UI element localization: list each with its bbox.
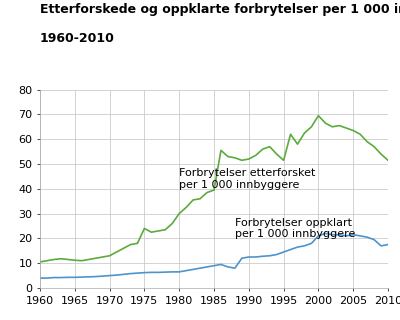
Text: Etterforskede og oppklarte forbrytelser per 1 000 innbyggere.: Etterforskede og oppklarte forbrytelser … [40,3,400,16]
Text: 1960-2010: 1960-2010 [40,32,115,45]
Text: Forbrytelser etterforsket
per 1 000 innbyggere: Forbrytelser etterforsket per 1 000 innb… [179,168,316,190]
Text: Forbrytelser oppklart
per 1 000 innbyggere: Forbrytelser oppklart per 1 000 innbygge… [235,218,355,239]
